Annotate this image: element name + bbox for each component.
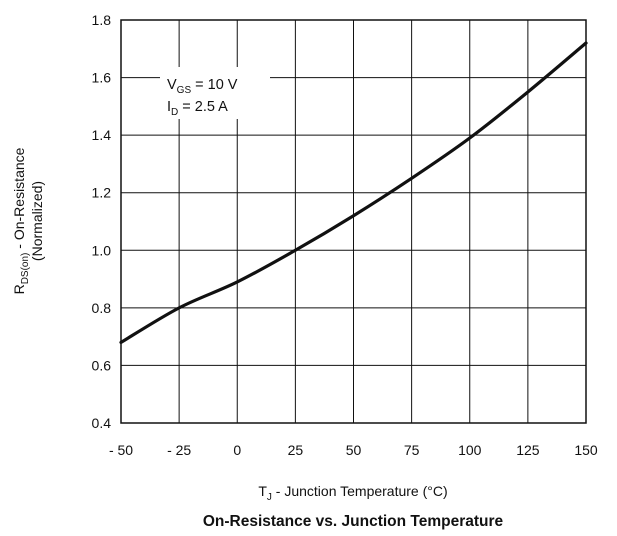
y-tick-label: 1.2 xyxy=(92,185,112,201)
plot-frame xyxy=(120,19,587,424)
annotation-id: ID = 2.5 A xyxy=(167,99,228,118)
x-tick-label: 0 xyxy=(233,442,241,458)
y-tick-label: 1.0 xyxy=(92,242,112,258)
x-tick-label: - 25 xyxy=(167,442,191,458)
annotation-vgs: VGS = 10 V xyxy=(167,77,238,96)
y-tick-label: 1.6 xyxy=(92,70,112,86)
x-tick-label: 100 xyxy=(458,442,482,458)
y-tick-labels: 0.4 0.6 0.8 1.0 1.2 1.4 1.6 1.8 xyxy=(92,12,112,431)
x-tick-label: 125 xyxy=(516,442,540,458)
series-line xyxy=(119,41,588,344)
y-tick-label: 1.4 xyxy=(92,127,112,143)
x-tick-label: 75 xyxy=(404,442,420,458)
y-axis-label-line2: (Normalized) xyxy=(29,181,45,261)
x-tick-label: 150 xyxy=(574,442,598,458)
y-tick-label: 1.8 xyxy=(92,12,112,28)
x-tick-label: 25 xyxy=(288,442,304,458)
x-axis-label: TJ - Junction Temperature (°C) xyxy=(258,483,447,503)
chart-title: On-Resistance vs. Junction Temperature xyxy=(203,513,504,530)
x-tick-labels: - 50 - 25 0 25 50 75 100 125 150 xyxy=(109,442,598,458)
y-tick-label: 0.6 xyxy=(92,357,112,373)
x-tick-label: - 50 xyxy=(109,442,133,458)
y-axis-label-line1: RDS(on) - On-Resistance xyxy=(11,147,31,294)
x-tick-label: 50 xyxy=(346,442,362,458)
y-tick-label: 0.8 xyxy=(92,300,112,316)
annotation-background xyxy=(160,67,270,119)
y-tick-label: 0.4 xyxy=(92,415,112,431)
